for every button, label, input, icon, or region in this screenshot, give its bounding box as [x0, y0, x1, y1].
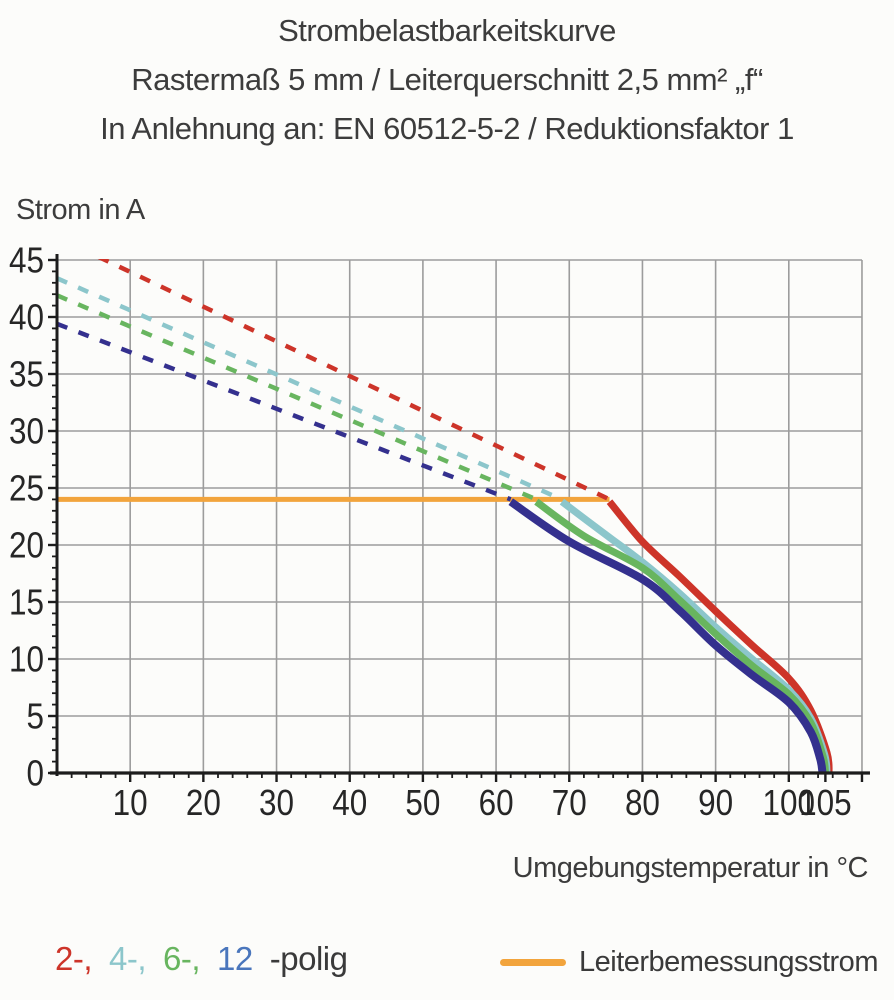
- y-tick-label: 25: [9, 468, 44, 509]
- pole-legend-item: 6-,: [163, 940, 201, 977]
- pole-count-legend: 2-, 4-, 6-, 12 -polig: [55, 940, 348, 978]
- y-tick-label: 0: [27, 753, 45, 794]
- legend-row: 2-, 4-, 6-, 12 -polig Leiterbemessungsstrom: [0, 934, 894, 990]
- rated-current-legend-label: Leiterbemessungsstrom: [579, 945, 878, 978]
- x-tick-label: 10: [113, 782, 148, 823]
- x-tick-label: 20: [186, 782, 221, 823]
- dashed-line-12-polig: [57, 321, 512, 502]
- chart-title-line1: Strombelastbarkeitskurve: [278, 13, 616, 48]
- dashed-line-6-polig: [57, 293, 538, 502]
- x-tick-label: 105: [799, 782, 852, 823]
- x-tick-label: 80: [625, 782, 660, 823]
- x-axis-title: Umgebungstemperatur in °C: [512, 852, 869, 884]
- x-tick-label: 100: [763, 782, 816, 823]
- solid-limit-curves: [508, 498, 833, 774]
- y-tick-label: 10: [9, 639, 44, 680]
- y-tick-label: 35: [9, 354, 44, 395]
- grid-lines: [57, 259, 863, 773]
- y-tick-label: 45: [9, 240, 44, 281]
- pole-legend-suffix: -polig: [269, 940, 348, 977]
- dashed-line-4-polig: [57, 276, 563, 502]
- y-tick-label: 20: [9, 525, 44, 566]
- y-axis-title: Strom in A: [16, 194, 145, 226]
- x-tick-label: 90: [698, 782, 733, 823]
- rated-current-legend: Leiterbemessungsstrom: [500, 934, 878, 990]
- curve-6-polig: [534, 498, 829, 774]
- chart-title-line3: In Anlehnung an: EN 60512-5-2 / Reduktio…: [100, 111, 794, 146]
- rated-current-line-swatch: [500, 958, 566, 966]
- y-tick-label: 15: [9, 582, 44, 623]
- x-tick-label: 60: [479, 782, 514, 823]
- x-tick-label: 40: [332, 782, 367, 823]
- chart-title-line2: Rastermaß 5 mm / Leiterquerschnitt 2,5 m…: [131, 62, 763, 97]
- y-tick-label: 30: [9, 411, 44, 452]
- axes: [50, 254, 870, 776]
- chart-title: Strombelastbarkeitskurve Rastermaß 5 mm …: [0, 6, 894, 153]
- pole-legend-item: 2-,: [55, 940, 93, 977]
- x-tick-label: 50: [405, 782, 440, 823]
- pole-legend-item: 12: [217, 940, 253, 977]
- pole-legend-items: 2-, 4-, 6-, 12: [55, 940, 270, 977]
- x-tick-label: 30: [259, 782, 294, 823]
- y-tick-label: 5: [27, 696, 45, 737]
- pole-legend-item: 4-,: [109, 940, 147, 977]
- dashed-derating-lines: [57, 259, 611, 502]
- dashed-line-2-polig: [97, 259, 611, 502]
- curve-12-polig: [508, 498, 827, 774]
- x-tick-label: 70: [552, 782, 587, 823]
- axis-ticks: [48, 258, 864, 782]
- y-tick-label: 40: [9, 297, 44, 338]
